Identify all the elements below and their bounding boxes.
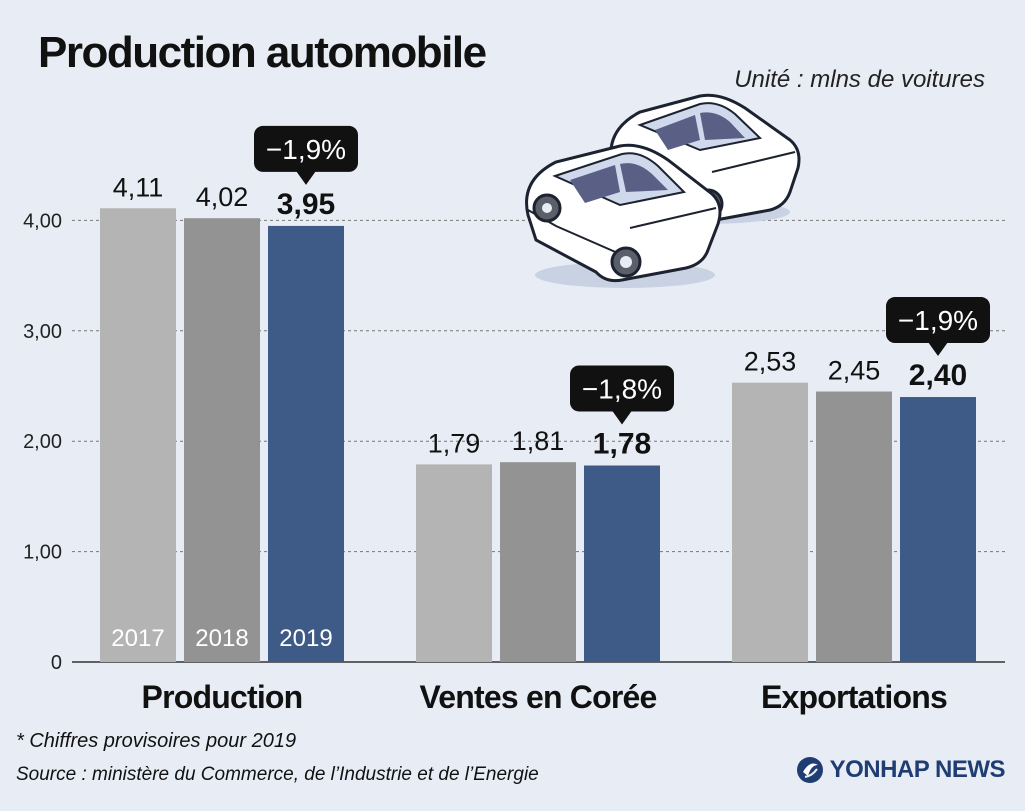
callout-text: −1,9% — [266, 134, 346, 165]
callout-box — [886, 297, 990, 344]
year-label-2019: 2019 — [279, 625, 332, 652]
change-callout: −1,9% — [254, 125, 358, 185]
callout-pointer — [928, 342, 948, 357]
chart-title: Production automobile — [38, 28, 487, 77]
data-label: 4,02 — [196, 182, 249, 212]
source-note: Source : ministère du Commerce, de l’Ind… — [16, 764, 539, 785]
data-label: 1,78 — [593, 427, 651, 460]
bar-2017-0 — [100, 208, 176, 663]
car-illustration-front — [525, 143, 722, 288]
bar-2019-1 — [584, 465, 660, 662]
year-label-2017: 2017 — [111, 625, 164, 652]
bar-2017-1 — [416, 464, 492, 662]
y-tick-label: 1,00 — [23, 542, 62, 564]
cars-illustration — [525, 93, 801, 288]
callout-box — [570, 365, 674, 412]
callout-pointer — [612, 410, 632, 425]
yonhap-emblem-icon — [796, 757, 823, 783]
change-callout: −1,8% — [570, 365, 674, 425]
callout-text: −1,8% — [582, 373, 662, 404]
callout-pointer — [296, 170, 316, 185]
y-tick-label: 3,00 — [23, 321, 62, 343]
logo-text: YONHAP NEWS — [829, 756, 1006, 783]
bar-2019-2 — [900, 397, 976, 662]
unit-label: Unité : mlns de voitures — [734, 66, 985, 93]
data-label: 4,11 — [113, 172, 164, 202]
bar-2018-0 — [184, 218, 260, 662]
bar-2019-0 — [268, 225, 344, 663]
data-label: 1,79 — [428, 428, 481, 458]
y-tick-label: 4,00 — [23, 210, 62, 232]
data-label: 3,95 — [277, 188, 335, 221]
category-label: Production — [142, 679, 303, 715]
year-label-2018: 2018 — [195, 625, 248, 652]
change-callout: −1,9% — [886, 297, 990, 357]
yonhap-logo: YONHAP NEWS — [796, 756, 1006, 784]
callout-text: −1,9% — [898, 305, 978, 336]
callout-box — [254, 125, 358, 172]
data-label: 2,53 — [744, 347, 797, 377]
data-label: 2,40 — [909, 359, 967, 392]
bar-2018-2 — [816, 391, 892, 662]
category-label: Ventes en Corée — [419, 679, 656, 715]
data-label: 1,81 — [512, 426, 565, 456]
bar-2018-1 — [500, 462, 576, 662]
bar-2017-2 — [732, 382, 808, 662]
y-tick-label: 2,00 — [23, 431, 62, 453]
category-label: Exportations — [761, 679, 947, 715]
y-tick-label: 0 — [51, 652, 62, 674]
data-label: 2,45 — [828, 356, 881, 386]
footnote: * Chiffres provisoires pour 2019 — [16, 730, 297, 752]
